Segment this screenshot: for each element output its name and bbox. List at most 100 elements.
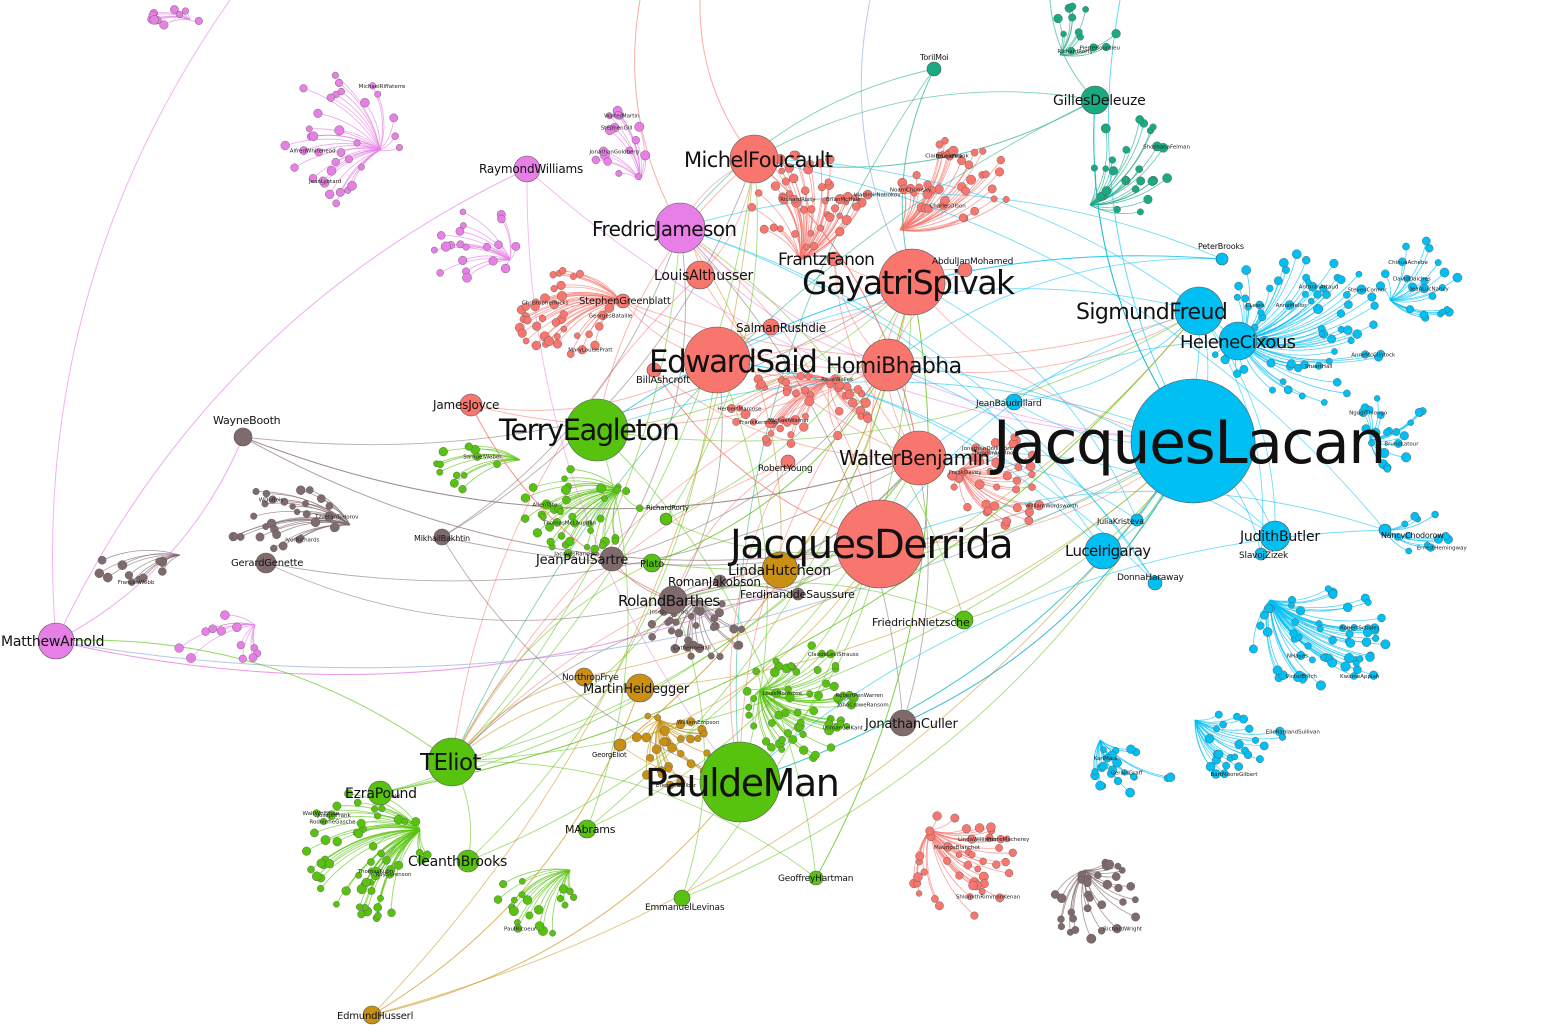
minor-node[interactable]: [920, 868, 928, 876]
minor-node[interactable]: [311, 871, 322, 882]
minor-node[interactable]: [756, 379, 766, 389]
minor-node[interactable]: [836, 720, 845, 728]
minor-node[interactable]: [843, 191, 853, 202]
minor-node[interactable]: [1287, 359, 1296, 368]
minor-node[interactable]: [462, 243, 470, 251]
node-eliot[interactable]: [427, 737, 477, 787]
minor-node[interactable]: [915, 851, 925, 861]
node-greenblatt[interactable]: [615, 293, 631, 309]
minor-node[interactable]: [1096, 192, 1105, 201]
minor-node[interactable]: [1165, 772, 1176, 782]
minor-node[interactable]: [974, 823, 985, 833]
minor-node[interactable]: [1268, 337, 1279, 348]
minor-node[interactable]: [564, 549, 573, 558]
minor-node[interactable]: [686, 717, 696, 727]
minor-node[interactable]: [807, 641, 816, 650]
minor-node[interactable]: [807, 205, 816, 214]
minor-node[interactable]: [248, 653, 258, 662]
minor-node[interactable]: [570, 519, 579, 528]
minor-node[interactable]: [932, 811, 942, 821]
minor-node[interactable]: [778, 746, 786, 753]
minor-node[interactable]: [631, 732, 642, 743]
minor-node[interactable]: [1112, 923, 1122, 934]
minor-node[interactable]: [1296, 651, 1306, 660]
minor-node[interactable]: [1089, 43, 1098, 52]
minor-node[interactable]: [557, 508, 564, 515]
minor-node[interactable]: [583, 543, 591, 551]
minor-node[interactable]: [1279, 257, 1289, 268]
minor-node[interactable]: [813, 666, 822, 674]
minor-node[interactable]: [964, 160, 974, 170]
minor-node[interactable]: [656, 766, 666, 776]
minor-node[interactable]: [460, 472, 468, 479]
minor-node[interactable]: [1304, 642, 1312, 650]
minor-node[interactable]: [740, 409, 751, 419]
minor-node[interactable]: [1368, 439, 1375, 447]
minor-node[interactable]: [1399, 431, 1409, 441]
minor-node[interactable]: [310, 517, 321, 527]
minor-node[interactable]: [1234, 762, 1243, 771]
minor-node[interactable]: [483, 242, 491, 251]
minor-node[interactable]: [368, 842, 378, 851]
minor-node[interactable]: [759, 224, 769, 234]
minor-node[interactable]: [1131, 896, 1139, 904]
minor-node[interactable]: [947, 471, 958, 481]
minor-node[interactable]: [353, 798, 362, 807]
minor-node[interactable]: [313, 108, 323, 118]
minor-node[interactable]: [460, 222, 467, 229]
minor-node[interactable]: [553, 339, 563, 349]
minor-node[interactable]: [544, 336, 554, 346]
minor-node[interactable]: [374, 90, 382, 98]
minor-node[interactable]: [1256, 755, 1264, 763]
node-benjamin[interactable]: [891, 430, 947, 486]
minor-node[interactable]: [687, 612, 695, 620]
minor-node[interactable]: [1350, 672, 1358, 680]
minor-node[interactable]: [807, 229, 815, 237]
minor-node[interactable]: [1060, 30, 1067, 38]
minor-node[interactable]: [674, 628, 684, 638]
minor-node[interactable]: [665, 780, 675, 790]
minor-node[interactable]: [1298, 392, 1306, 400]
minor-node[interactable]: [272, 530, 281, 539]
node-levinas[interactable]: [673, 889, 691, 907]
minor-node[interactable]: [950, 483, 958, 491]
minor-node[interactable]: [752, 667, 761, 676]
node-zizek[interactable]: [1254, 547, 1268, 561]
minor-node[interactable]: [971, 443, 981, 453]
minor-node[interactable]: [963, 860, 972, 870]
minor-node[interactable]: [804, 372, 812, 380]
minor-node[interactable]: [347, 180, 357, 191]
node-williams[interactable]: [513, 155, 541, 183]
minor-node[interactable]: [1368, 670, 1379, 680]
minor-node[interactable]: [459, 208, 467, 216]
minor-node[interactable]: [727, 404, 736, 413]
minor-node[interactable]: [1394, 439, 1403, 448]
minor-node[interactable]: [566, 887, 574, 895]
minor-node[interactable]: [1289, 629, 1298, 638]
minor-node[interactable]: [1053, 13, 1063, 24]
minor-node[interactable]: [354, 829, 364, 839]
minor-node[interactable]: [747, 203, 757, 212]
minor-node[interactable]: [332, 837, 342, 847]
minor-node[interactable]: [789, 173, 799, 184]
minor-node[interactable]: [826, 743, 836, 752]
minor-node[interactable]: [378, 805, 386, 813]
minor-node[interactable]: [310, 828, 319, 838]
minor-node[interactable]: [488, 256, 498, 266]
minor-node[interactable]: [462, 272, 472, 283]
minor-node[interactable]: [931, 895, 939, 903]
node-brooks[interactable]: [456, 849, 480, 873]
minor-node[interactable]: [799, 730, 807, 739]
minor-node[interactable]: [1097, 900, 1107, 910]
minor-node[interactable]: [1129, 773, 1137, 781]
minor-node[interactable]: [341, 886, 351, 896]
minor-node[interactable]: [1002, 196, 1010, 203]
minor-node[interactable]: [968, 453, 977, 462]
minor-node[interactable]: [438, 447, 448, 457]
minor-node[interactable]: [789, 150, 799, 160]
minor-node[interactable]: [770, 181, 781, 191]
minor-node[interactable]: [1422, 236, 1431, 246]
minor-node[interactable]: [640, 150, 651, 161]
minor-node[interactable]: [373, 903, 383, 912]
minor-node[interactable]: [324, 511, 334, 522]
